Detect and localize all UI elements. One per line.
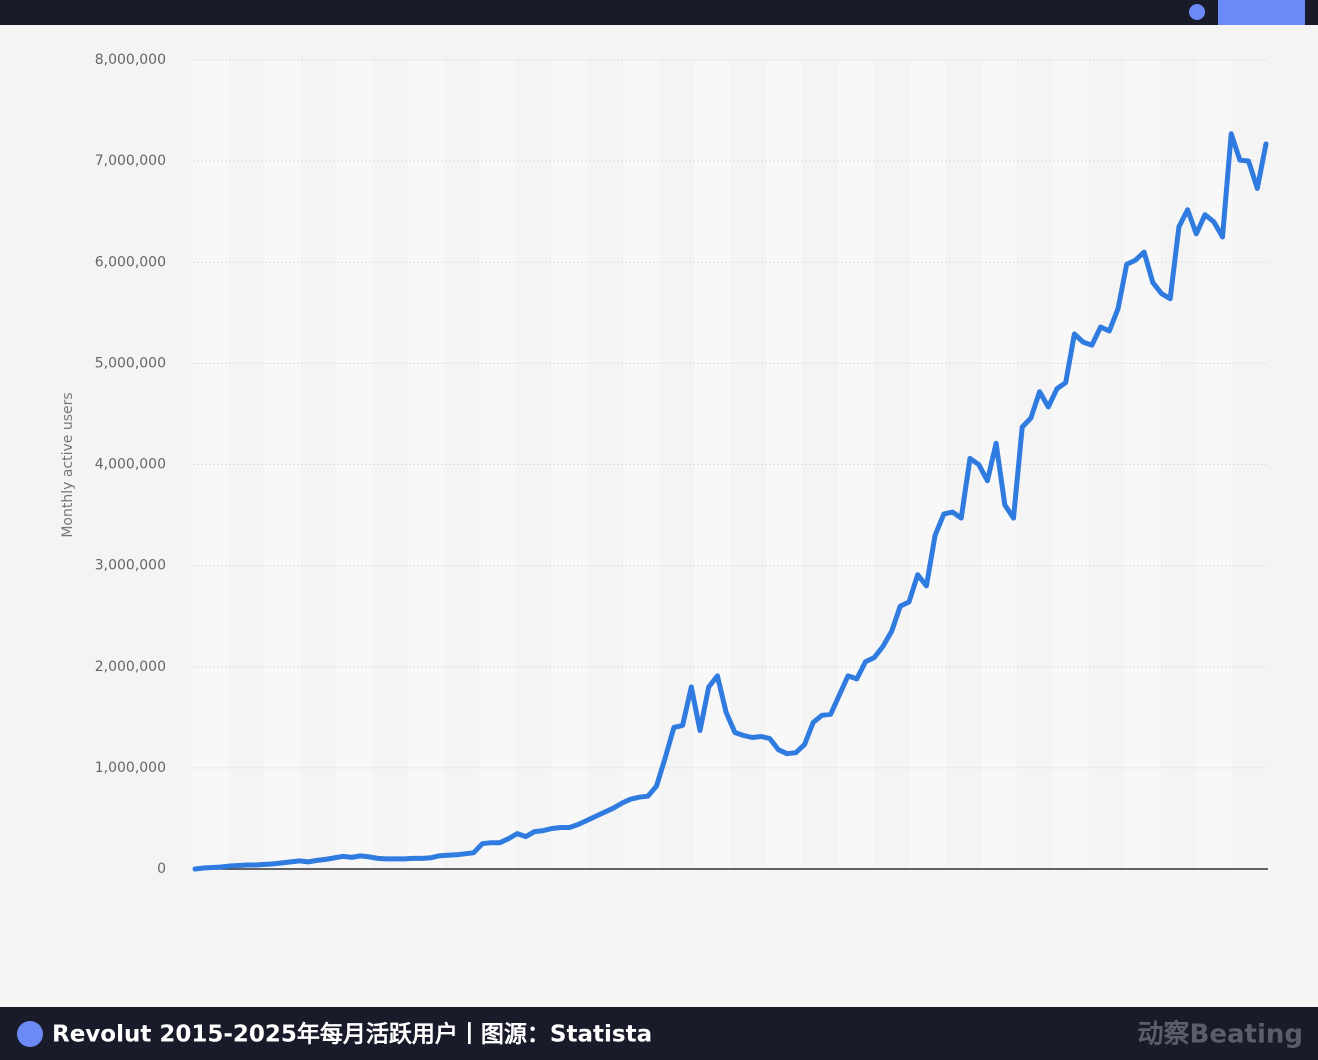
stripe xyxy=(623,60,659,869)
top-bar xyxy=(0,0,1318,25)
y-tick-label: 3,000,000 xyxy=(95,558,166,574)
y-tick-label: 2,000,000 xyxy=(95,659,166,675)
stripes xyxy=(193,60,1233,869)
y-tick-label: 5,000,000 xyxy=(95,355,166,371)
bottom-bar xyxy=(0,1007,1318,1060)
stripe xyxy=(766,60,803,869)
y-tick-label: 6,000,000 xyxy=(95,254,166,270)
y-tick-label: 4,000,000 xyxy=(95,457,166,473)
y-tick-label: 7,000,000 xyxy=(95,153,166,169)
y-tick-label: 0 xyxy=(157,861,166,877)
y-tick-label: 8,000,000 xyxy=(95,52,166,68)
top-dot xyxy=(1189,4,1205,20)
stripe xyxy=(694,60,731,869)
caption-dot xyxy=(17,1021,43,1047)
y-axis-label: Monthly active users xyxy=(60,392,76,537)
caption: Revolut 2015-2025年每月活跃用户丨图源：Statista xyxy=(52,1021,652,1048)
data-line xyxy=(192,131,1269,872)
y-tick-label: 1,000,000 xyxy=(95,760,166,776)
stripe xyxy=(909,60,946,869)
top-button[interactable] xyxy=(1218,0,1305,25)
watermark: 动察Beating xyxy=(1138,1020,1303,1050)
stripe xyxy=(838,60,874,869)
